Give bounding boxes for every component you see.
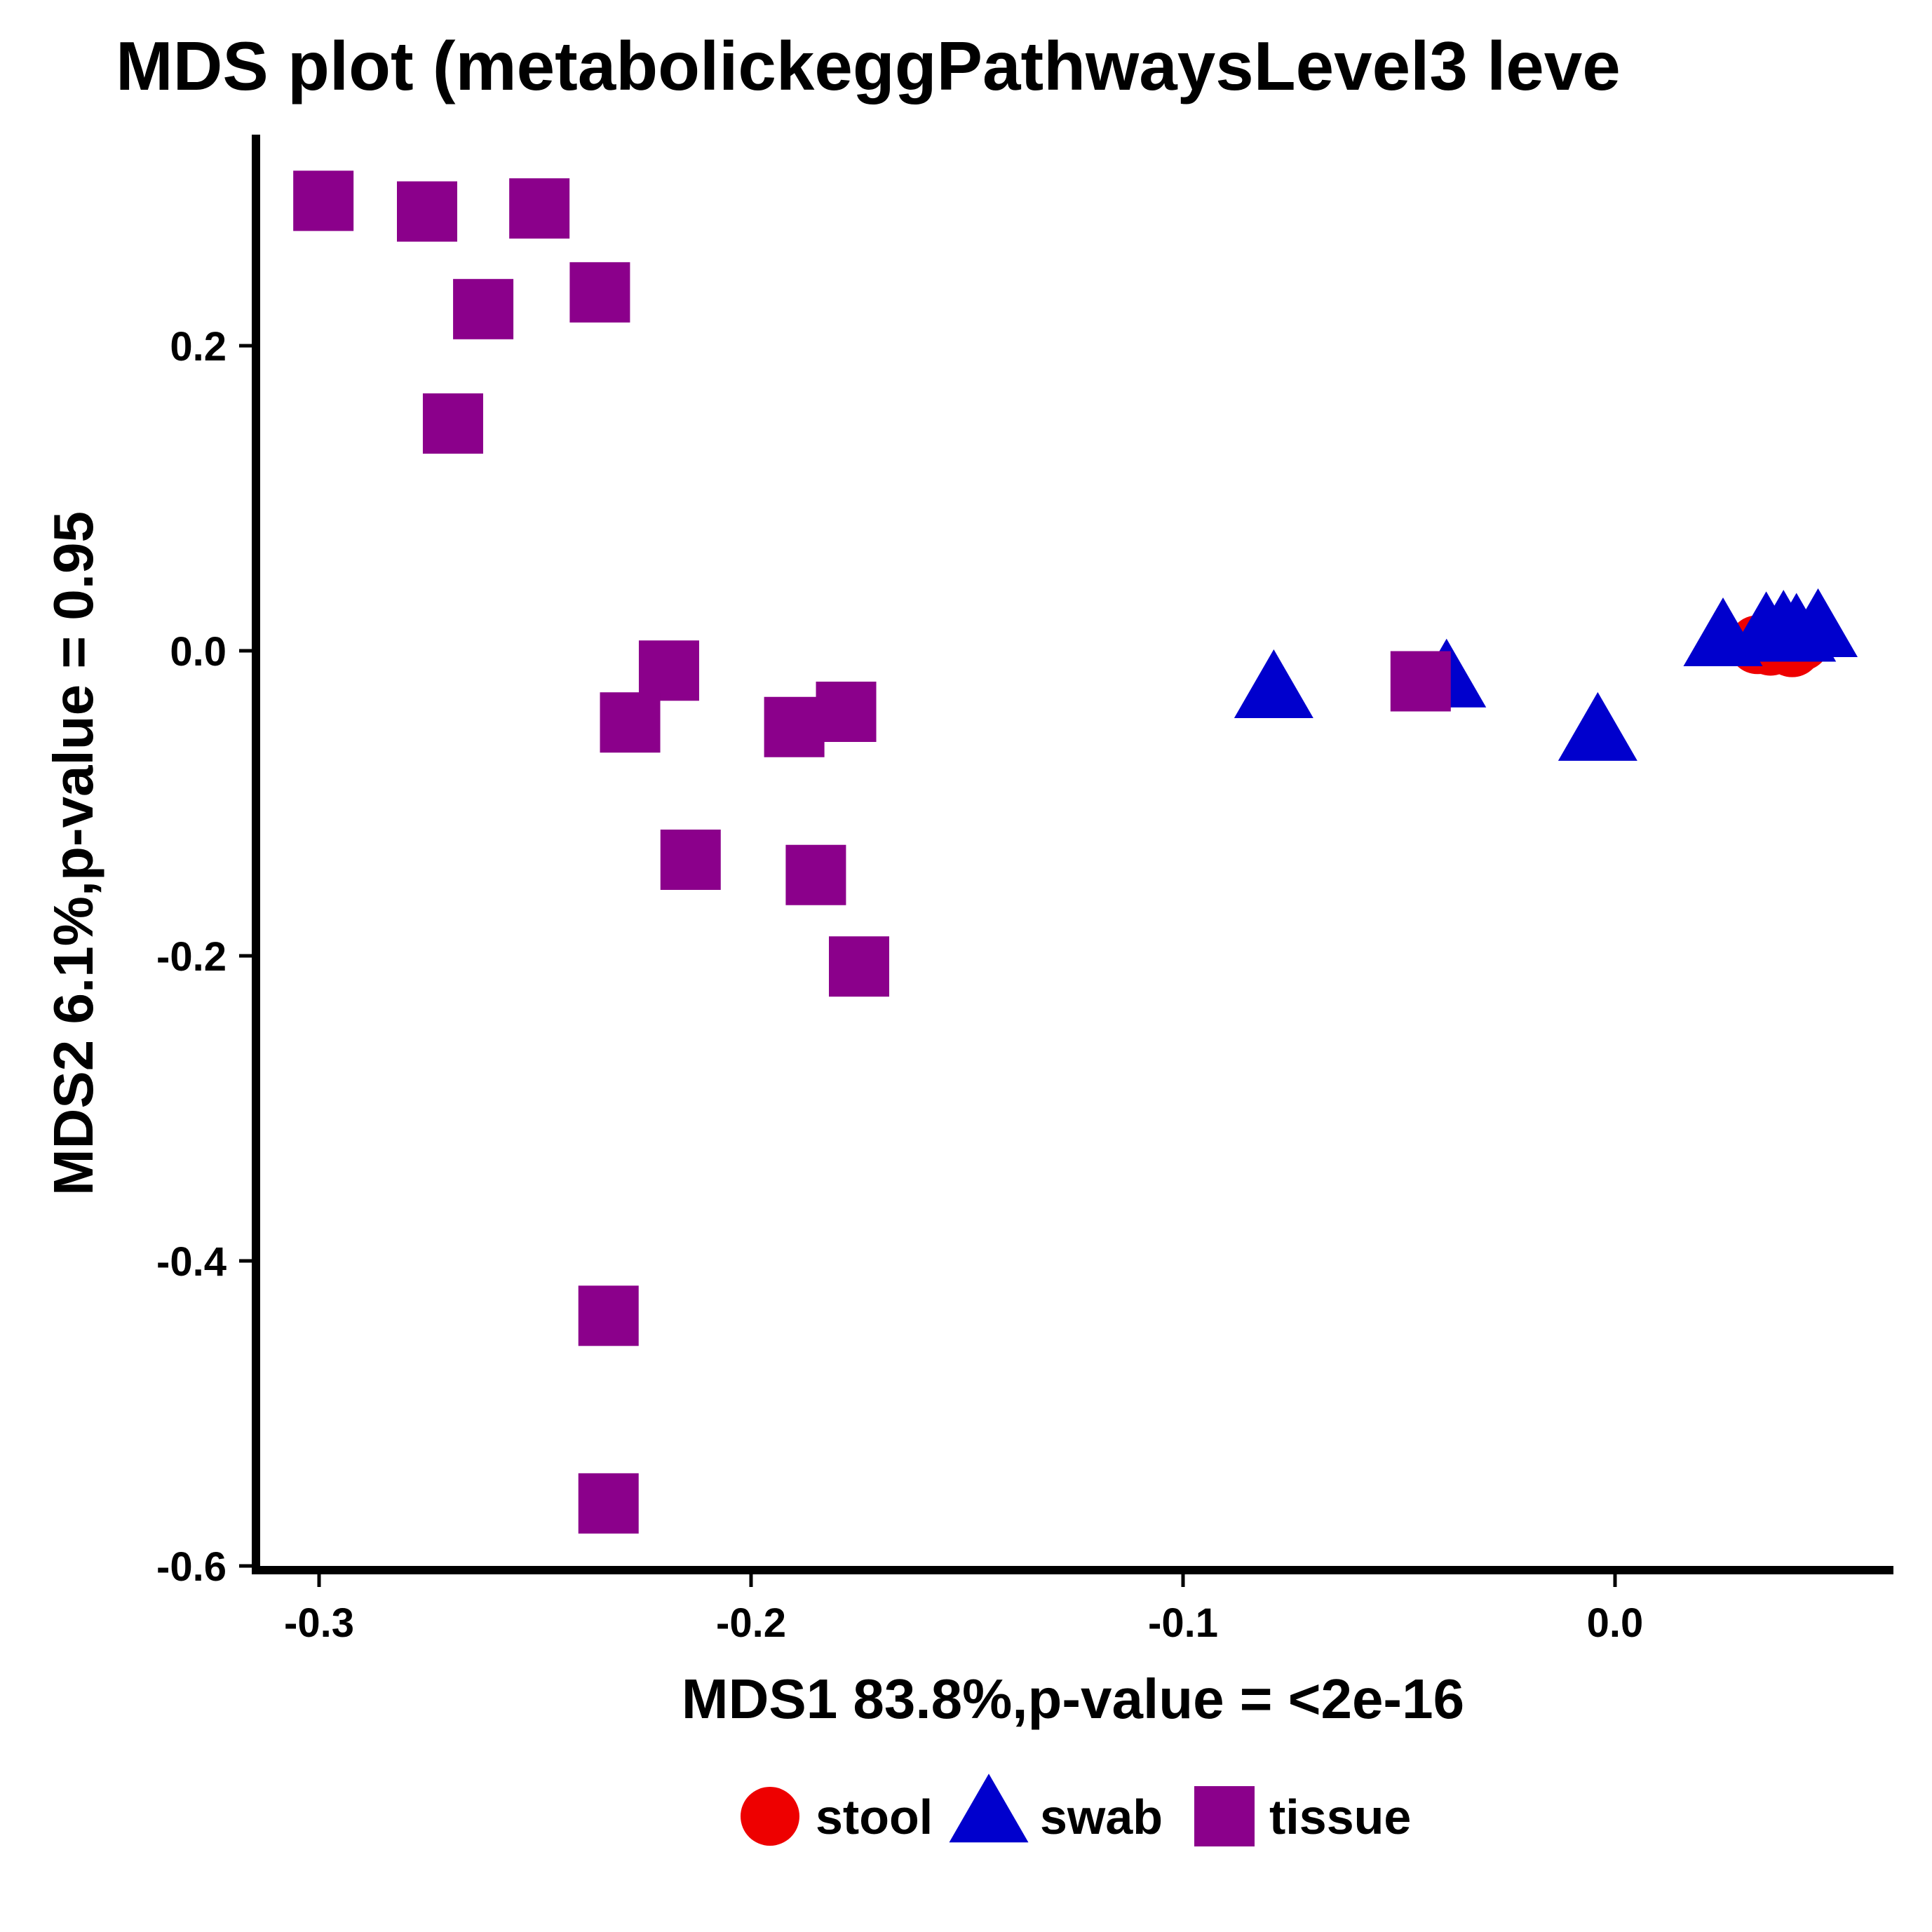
tissue-point bbox=[397, 181, 457, 242]
chart-title: MDS plot (metabolickeggPathwaysLevel3 le… bbox=[116, 27, 1621, 104]
tissue-point bbox=[660, 829, 721, 890]
tissue-point bbox=[764, 696, 825, 757]
data-points bbox=[293, 170, 1858, 1534]
tissue-point bbox=[816, 682, 877, 742]
legend-label: tissue bbox=[1269, 1790, 1411, 1844]
y-tick-label: -0.6 bbox=[156, 1544, 227, 1590]
x-tick-label: -0.3 bbox=[284, 1600, 354, 1646]
tissue-point bbox=[569, 262, 630, 323]
y-tick-label: -0.4 bbox=[156, 1239, 227, 1285]
tissue-point bbox=[600, 692, 661, 753]
tissue-point bbox=[638, 640, 699, 701]
legend-item-stool: stool bbox=[741, 1787, 933, 1846]
series-tissue bbox=[293, 170, 1451, 1534]
x-tick-label: -0.1 bbox=[1148, 1600, 1218, 1646]
y-tick-label: -0.2 bbox=[156, 934, 227, 980]
swab-point bbox=[1234, 649, 1313, 718]
legend-item-tissue: tissue bbox=[1194, 1786, 1411, 1846]
x-axis-label: MDS1 83.8%,p-value = <2e-16 bbox=[682, 1668, 1464, 1730]
swab-point bbox=[1558, 691, 1637, 761]
tissue-point bbox=[1390, 651, 1451, 712]
legend-key-tissue bbox=[1194, 1786, 1255, 1846]
tissue-point bbox=[578, 1473, 639, 1534]
tissue-point bbox=[785, 844, 846, 905]
y-tick-label: 0.0 bbox=[170, 629, 227, 675]
tissue-point bbox=[293, 170, 354, 231]
x-axis-ticks: -0.3 -0.2 -0.1 0.0 bbox=[284, 1574, 1643, 1646]
legend-key-stool bbox=[741, 1787, 799, 1846]
x-tick-label: 0.0 bbox=[1587, 1600, 1644, 1646]
y-tick-label: 0.2 bbox=[170, 324, 227, 370]
legend-label: swab bbox=[1040, 1790, 1163, 1844]
tissue-point bbox=[829, 936, 889, 997]
legend-label: stool bbox=[816, 1790, 933, 1844]
tissue-point bbox=[509, 178, 570, 239]
legend-key-swab bbox=[949, 1774, 1029, 1843]
tissue-point bbox=[422, 393, 483, 454]
swab-point bbox=[1778, 588, 1858, 657]
x-tick-label: -0.2 bbox=[716, 1600, 786, 1646]
y-axis-ticks: 0.2 0.0 -0.2 -0.4 -0.6 bbox=[156, 324, 252, 1590]
tissue-point bbox=[578, 1285, 639, 1346]
tissue-point bbox=[453, 278, 514, 339]
y-axis-label: MDS2 6.1%,p-value = 0.95 bbox=[42, 511, 104, 1196]
legend: stool swab tissue bbox=[741, 1774, 1411, 1846]
legend-item-swab: swab bbox=[949, 1774, 1163, 1844]
